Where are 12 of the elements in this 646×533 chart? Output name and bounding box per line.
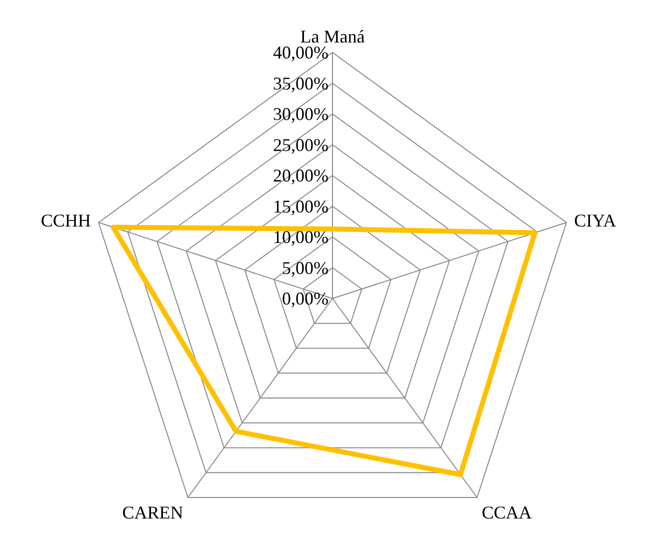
spoke-label: CIYA [574, 210, 616, 231]
y-tick-label: 20,00% [273, 166, 329, 186]
y-tick-label: 15,00% [273, 196, 329, 216]
spoke-label: CCHH [40, 210, 91, 231]
y-tick-label: 5,00% [282, 258, 329, 278]
y-tick-label: 30,00% [273, 104, 329, 124]
spoke-label: CCAA [482, 502, 532, 522]
y-tick-label: 0,00% [282, 288, 329, 308]
y-tick-label: 35,00% [273, 73, 329, 94]
spoke-label: CAREN [122, 502, 184, 522]
y-tick-label: 10,00% [273, 227, 329, 247]
y-tick-label: 25,00% [273, 134, 329, 155]
